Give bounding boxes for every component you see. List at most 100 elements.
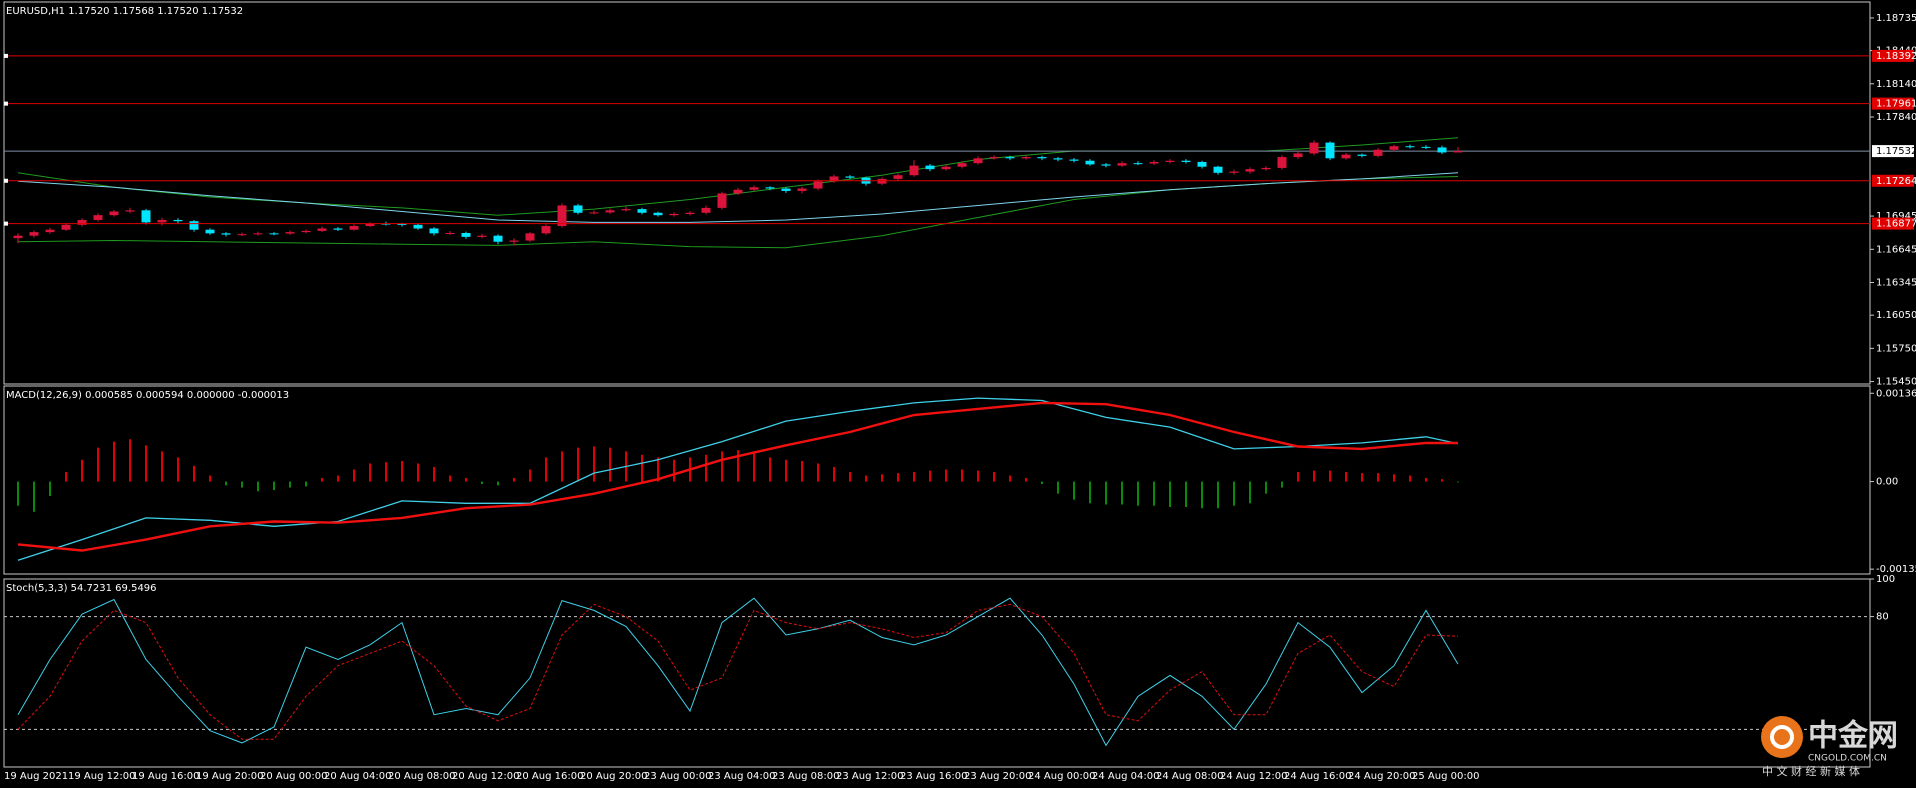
- candle-body: [1357, 154, 1367, 156]
- candle-body: [285, 232, 295, 234]
- candle-body: [413, 224, 423, 229]
- candle-body: [973, 158, 983, 164]
- watermark: 中金网 CNGOLD.COM.CN 中 文 财 经 新 媒 体: [1761, 716, 1898, 778]
- candle-body: [173, 219, 183, 222]
- candle-body: [1165, 160, 1175, 162]
- candle-body: [125, 210, 135, 212]
- x-tick-label: 23 Aug 04:00: [708, 771, 775, 782]
- candle-body: [1197, 161, 1207, 167]
- histogram-bar: [881, 474, 883, 482]
- histogram-bar: [241, 481, 243, 488]
- histogram-bar: [801, 461, 803, 482]
- histogram-bar: [721, 451, 723, 482]
- histogram-bar: [433, 467, 435, 482]
- histogram-bar: [673, 459, 675, 482]
- level-label-bg: [1872, 217, 1914, 230]
- histogram-bar: [1361, 473, 1363, 482]
- y-tick-label: 1.16050: [1876, 310, 1916, 321]
- histogram-bar: [1345, 471, 1347, 482]
- histogram-bar: [1025, 477, 1027, 482]
- candle-body: [333, 228, 343, 230]
- candle-body: [717, 193, 727, 208]
- histogram-bar: [417, 463, 419, 482]
- histogram-bar: [497, 481, 499, 486]
- band-line: [17, 176, 1459, 249]
- candle-body: [1325, 142, 1335, 159]
- x-tick-label: 24 Aug 12:00: [1220, 771, 1287, 782]
- y-tick-label: 1.17840: [1876, 112, 1916, 123]
- histogram-bar: [1041, 481, 1043, 484]
- x-tick-label: 24 Aug 20:00: [1348, 771, 1415, 782]
- candle-body: [957, 163, 967, 167]
- candle-body: [237, 234, 247, 236]
- level-label-bg: [1872, 174, 1914, 187]
- y-tick-label: 80: [1876, 612, 1889, 623]
- candle-body: [301, 230, 311, 233]
- candle-body: [669, 213, 679, 216]
- x-tick-label: 25 Aug 00:00: [1412, 771, 1479, 782]
- candle-body: [461, 233, 471, 237]
- x-tick-label: 20 Aug 00:00: [260, 771, 327, 782]
- candle-body: [509, 240, 519, 242]
- histogram-bar: [305, 481, 307, 487]
- histogram-bar: [1409, 475, 1411, 482]
- candle-body: [813, 181, 823, 189]
- histogram-bar: [1377, 473, 1379, 482]
- y-tick-label: 1.16645: [1876, 244, 1916, 255]
- histogram-bar: [1137, 481, 1139, 506]
- candle-body: [893, 175, 903, 179]
- candle-body: [749, 187, 759, 190]
- histogram-bar: [49, 481, 51, 497]
- candle-body: [1405, 146, 1415, 148]
- x-tick-label: 20 Aug 12:00: [452, 771, 519, 782]
- histogram-bar: [1105, 481, 1107, 505]
- histogram-bar: [977, 470, 979, 482]
- macd-line: [17, 397, 1459, 561]
- x-tick-label: 23 Aug 00:00: [644, 771, 711, 782]
- level-label-bg: [1872, 97, 1914, 110]
- candle-body: [1181, 160, 1191, 162]
- level-marker: [4, 53, 8, 58]
- candle-body: [621, 209, 631, 211]
- histogram-bar: [1153, 481, 1155, 506]
- histogram-bar: [1233, 481, 1235, 506]
- histogram-bar: [369, 463, 371, 482]
- candle-body: [797, 188, 807, 191]
- candle-body: [77, 219, 87, 225]
- candle-body: [685, 212, 695, 214]
- logo-circle: [1761, 716, 1803, 758]
- histogram-bar: [593, 446, 595, 482]
- candle-body: [429, 228, 439, 234]
- candle-body: [1149, 161, 1159, 164]
- x-tick-label: 20 Aug 16:00: [516, 771, 583, 782]
- candle-body: [1133, 163, 1143, 165]
- histogram-bar: [561, 451, 563, 482]
- histogram-bar: [1249, 481, 1251, 504]
- candle-body: [13, 235, 23, 239]
- histogram-bar: [1089, 481, 1091, 504]
- stoch-line: [17, 603, 1459, 740]
- x-tick-label: 20 Aug 04:00: [324, 771, 391, 782]
- candle-body: [637, 209, 647, 213]
- histogram-bar: [257, 481, 259, 492]
- candle-body: [701, 207, 711, 213]
- histogram-bar: [961, 469, 963, 482]
- candle-body: [1037, 157, 1047, 159]
- panel-frame: [3, 1, 1871, 385]
- candle-body: [765, 187, 775, 189]
- candle-body: [541, 226, 551, 234]
- y-tick-label: 1.15450: [1876, 377, 1916, 388]
- x-tick-label: 19 Aug 16:00: [132, 771, 199, 782]
- x-tick-label: 20 Aug 08:00: [388, 771, 455, 782]
- band-line: [17, 137, 1459, 216]
- candle-body: [605, 210, 615, 213]
- x-tick-label: 23 Aug 12:00: [836, 771, 903, 782]
- watermark-slogan: 中 文 财 经 新 媒 体: [1762, 764, 1860, 778]
- candle-body: [589, 212, 599, 214]
- y-tick-label: 1.18140: [1876, 79, 1916, 90]
- last-price-label: 1.17532: [1876, 146, 1916, 157]
- histogram-bar: [321, 477, 323, 482]
- histogram-bar: [753, 451, 755, 482]
- x-tick-label: 20 Aug 20:00: [580, 771, 647, 782]
- candle-body: [829, 176, 839, 182]
